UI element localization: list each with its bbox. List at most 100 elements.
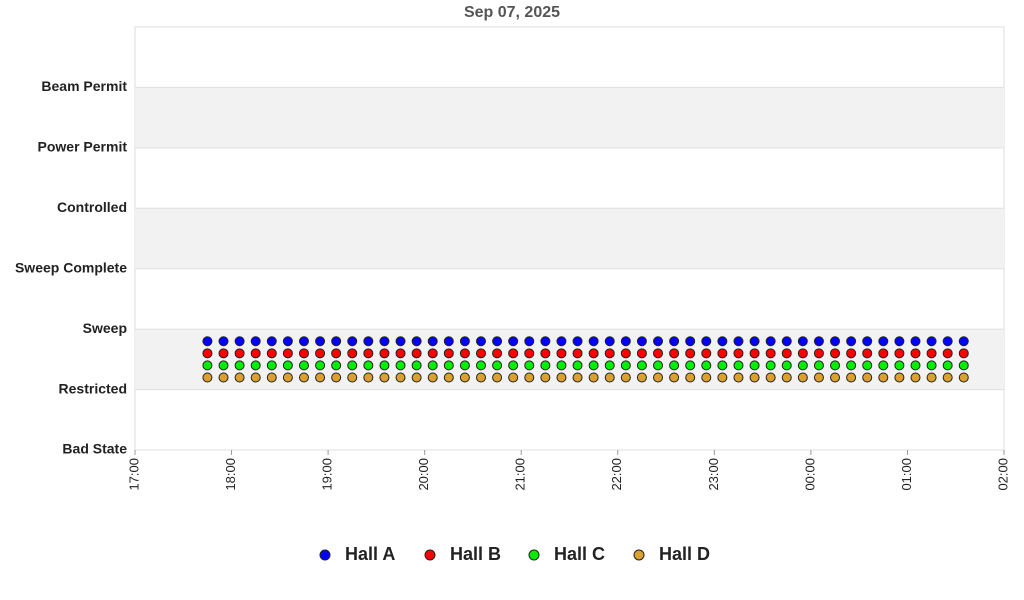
data-point	[749, 348, 760, 359]
data-point	[765, 348, 776, 359]
data-point	[443, 336, 454, 347]
data-point	[315, 360, 326, 371]
data-point	[733, 336, 744, 347]
data-point	[379, 336, 390, 347]
legend-marker	[633, 549, 645, 561]
data-point	[636, 348, 647, 359]
y-tick-label: Sweep	[83, 320, 127, 336]
grid-band	[135, 208, 1004, 269]
data-point	[733, 360, 744, 371]
data-point	[492, 360, 503, 371]
data-point	[379, 348, 390, 359]
y-tick-label: Restricted	[59, 380, 127, 396]
legend-label: Hall C	[554, 544, 605, 564]
data-point	[218, 348, 229, 359]
data-point	[347, 372, 358, 383]
data-point	[781, 336, 792, 347]
data-point	[846, 336, 857, 347]
data-point	[653, 336, 664, 347]
data-point	[395, 372, 406, 383]
data-point	[604, 336, 615, 347]
data-point	[717, 360, 728, 371]
data-point	[926, 372, 937, 383]
data-point	[620, 348, 631, 359]
data-point	[315, 372, 326, 383]
data-point	[331, 372, 342, 383]
data-point	[218, 336, 229, 347]
data-point	[379, 372, 390, 383]
data-point	[347, 336, 358, 347]
data-point	[443, 360, 454, 371]
data-point	[427, 360, 438, 371]
data-point	[347, 360, 358, 371]
data-point	[202, 360, 213, 371]
data-point	[604, 360, 615, 371]
data-point	[830, 372, 841, 383]
data-point	[411, 372, 422, 383]
data-point	[813, 360, 824, 371]
data-point	[636, 372, 647, 383]
data-point	[459, 348, 470, 359]
data-point	[797, 348, 808, 359]
data-point	[653, 372, 664, 383]
data-point	[604, 372, 615, 383]
data-point	[250, 360, 261, 371]
data-point	[685, 348, 696, 359]
data-point	[540, 372, 551, 383]
data-point	[508, 372, 519, 383]
legend-marker	[319, 549, 331, 561]
data-point	[958, 372, 969, 383]
data-point	[298, 372, 309, 383]
data-point	[942, 372, 953, 383]
data-point	[395, 360, 406, 371]
data-point	[572, 360, 583, 371]
legend-marker	[424, 549, 436, 561]
data-point	[813, 372, 824, 383]
data-point	[846, 372, 857, 383]
data-point	[540, 336, 551, 347]
y-tick-label: Power Permit	[38, 139, 128, 155]
data-point	[331, 336, 342, 347]
data-point	[942, 348, 953, 359]
data-point	[298, 360, 309, 371]
y-tick-label: Beam Permit	[41, 78, 127, 94]
data-point	[475, 360, 486, 371]
data-point	[653, 360, 664, 371]
data-point	[669, 336, 680, 347]
data-point	[282, 348, 293, 359]
data-point	[572, 372, 583, 383]
data-point	[701, 348, 712, 359]
grid-band	[135, 329, 1004, 390]
data-point	[202, 348, 213, 359]
data-point	[508, 360, 519, 371]
data-point	[669, 372, 680, 383]
data-point	[524, 336, 535, 347]
data-point	[508, 336, 519, 347]
data-point	[508, 348, 519, 359]
data-point	[250, 336, 261, 347]
x-tick-label: 17:00	[126, 458, 141, 491]
data-point	[846, 360, 857, 371]
data-point	[540, 360, 551, 371]
data-point	[459, 336, 470, 347]
chart-title: Sep 07, 2025	[464, 4, 560, 21]
data-point	[556, 348, 567, 359]
data-point	[250, 348, 261, 359]
data-point	[830, 336, 841, 347]
data-point	[475, 348, 486, 359]
data-point	[685, 372, 696, 383]
data-point	[636, 336, 647, 347]
data-point	[524, 372, 535, 383]
data-point	[443, 372, 454, 383]
data-point	[717, 372, 728, 383]
data-point	[878, 336, 889, 347]
data-point	[524, 348, 535, 359]
data-point	[572, 348, 583, 359]
legend-label: Hall A	[345, 544, 395, 564]
data-point	[781, 372, 792, 383]
x-tick-label: 22:00	[609, 458, 624, 491]
data-point	[926, 360, 937, 371]
x-tick-label: 23:00	[706, 458, 721, 491]
